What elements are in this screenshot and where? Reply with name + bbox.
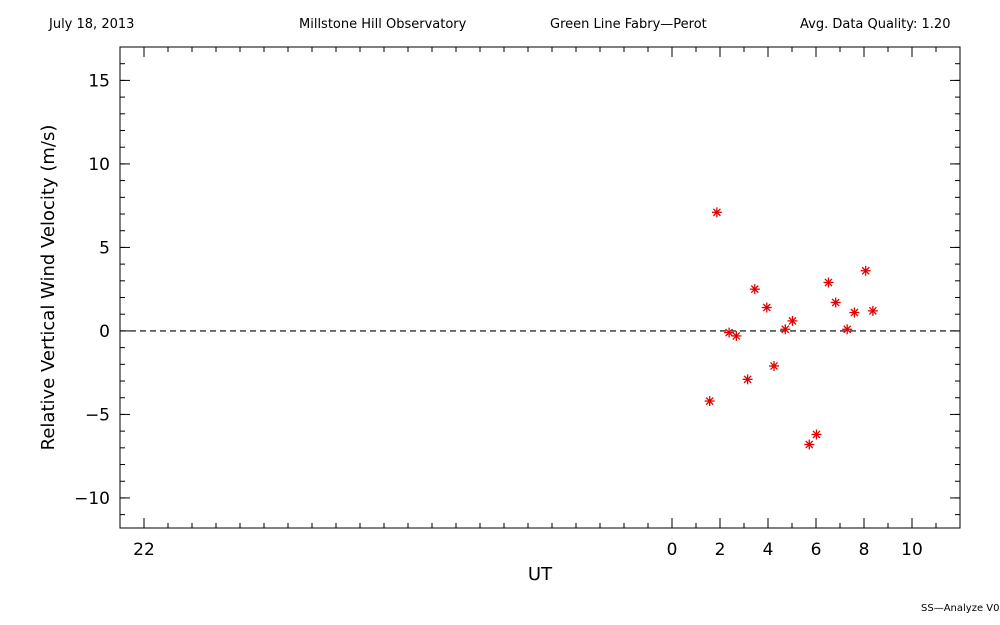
data-point — [860, 265, 871, 276]
data-point — [780, 324, 791, 335]
footer-software-version: SS—Analyze V05 — [921, 603, 1000, 614]
y-tick-label: −5 — [85, 405, 110, 425]
data-point — [769, 360, 779, 371]
data-point — [704, 396, 715, 407]
data-point — [711, 207, 722, 218]
data-point — [724, 327, 735, 338]
header-data-quality: Avg. Data Quality: 1.20 — [800, 17, 951, 32]
data-point — [842, 324, 853, 335]
data-point — [787, 315, 798, 326]
y-tick-label: 15 — [88, 71, 110, 91]
data-point — [761, 302, 772, 313]
x-tick-label: 8 — [859, 540, 870, 560]
y-tick-label: 0 — [99, 322, 110, 342]
x-axis-title: UT — [528, 564, 553, 585]
data-point — [804, 439, 815, 450]
data-point — [811, 429, 822, 440]
header-observatory: Millstone Hill Observatory — [299, 17, 467, 32]
y-axis-title: Relative Vertical Wind Velocity (m/s) — [38, 125, 59, 451]
plot-frame — [119, 46, 961, 529]
data-point — [867, 305, 878, 316]
x-tick-label: 0 — [667, 540, 678, 560]
x-tick-label: 4 — [763, 540, 774, 560]
data-point — [749, 284, 760, 295]
data-point — [742, 374, 753, 385]
y-tick-label: −10 — [74, 489, 110, 509]
data-point — [849, 307, 860, 318]
x-tick-label: 22 — [133, 540, 155, 560]
y-tick-label: 5 — [99, 238, 110, 258]
data-point — [731, 330, 742, 341]
header-date: July 18, 2013 — [49, 17, 135, 32]
x-tick-label: 10 — [901, 540, 923, 560]
data-point — [823, 277, 834, 288]
header-instrument: Green Line Fabry—Perot — [550, 17, 707, 32]
y-tick-label: 10 — [88, 155, 110, 175]
x-tick-label: 2 — [715, 540, 726, 560]
x-tick-label: 6 — [811, 540, 822, 560]
data-point — [830, 297, 841, 308]
